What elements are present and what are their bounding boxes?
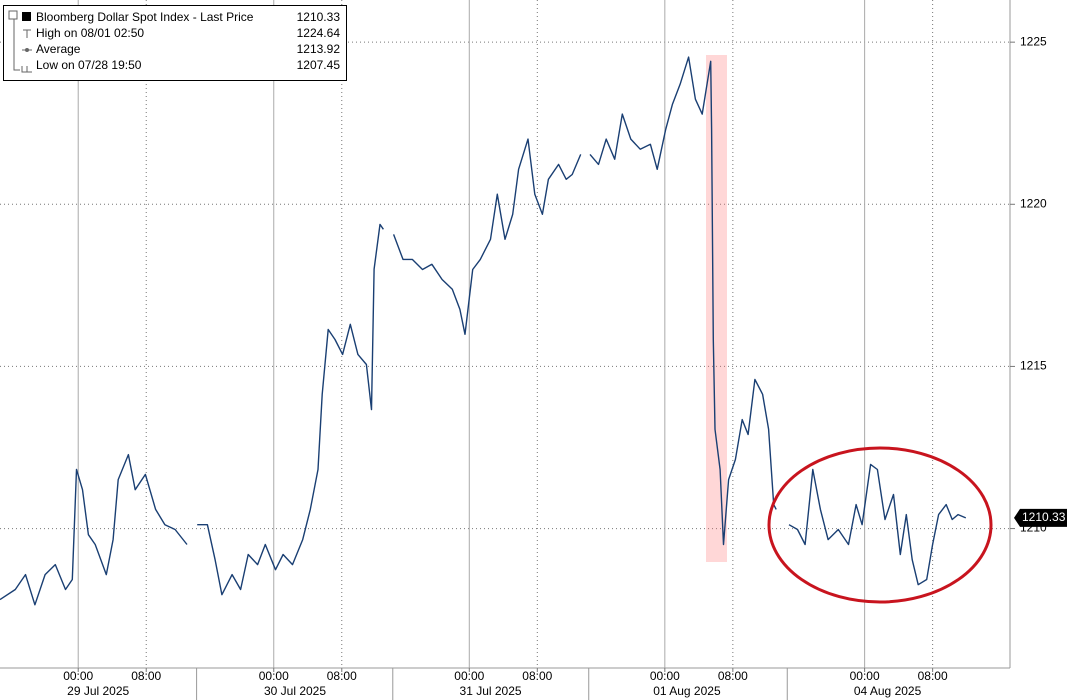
legend-stat-label: Low on 07/28 19:50: [36, 58, 142, 72]
x-tick-label: 08:00: [327, 669, 357, 683]
price-line: [0, 56, 967, 606]
legend-icon: [25, 48, 29, 52]
x-tick-label: 00:00: [850, 669, 880, 683]
date-label: 04 Aug 2025: [854, 684, 922, 698]
legend-swatch: [22, 12, 31, 21]
x-tick-label: 00:00: [259, 669, 289, 683]
y-tick-label: 1215: [1020, 359, 1047, 373]
date-label: 30 Jul 2025: [264, 684, 326, 698]
legend-value: 1210.33: [297, 10, 341, 24]
y-tick-label: 1220: [1020, 196, 1047, 210]
last-value-marker: [1014, 508, 1067, 527]
legend-stat-value: 1207.45: [297, 58, 341, 72]
x-tick-label: 00:00: [454, 669, 484, 683]
plot: [0, 56, 967, 606]
legend-title: Bloomberg Dollar Spot Index - Last Price: [36, 10, 254, 24]
legend-box: [3, 5, 347, 81]
legend-toggle: [8, 10, 18, 20]
legend: Bloomberg Dollar Spot Index - Last Price…: [3, 5, 347, 81]
date-label: 31 Jul 2025: [460, 684, 522, 698]
x-tick-label: 00:00: [650, 669, 680, 683]
x-tick-label: 08:00: [718, 669, 748, 683]
legend-stat-value: 1224.64: [297, 26, 341, 40]
legend-stat-label: Average: [36, 42, 81, 56]
x-tick-label: 08:00: [522, 669, 552, 683]
last-value-label: 1210.33: [1022, 510, 1066, 524]
legend-stat-value: 1213.92: [297, 42, 341, 56]
legend-stat-label: High on 08/01 02:50: [36, 26, 144, 40]
highlight-ellipse: [767, 446, 993, 604]
y-tick-label: 1225: [1020, 34, 1047, 48]
date-label: 01 Aug 2025: [653, 684, 721, 698]
date-label: 29 Jul 2025: [67, 684, 129, 698]
x-tick-label: 08:00: [131, 669, 161, 683]
highlight-region: [706, 55, 727, 562]
x-tick-label: 00:00: [63, 669, 93, 683]
x-tick-label: 08:00: [918, 669, 948, 683]
